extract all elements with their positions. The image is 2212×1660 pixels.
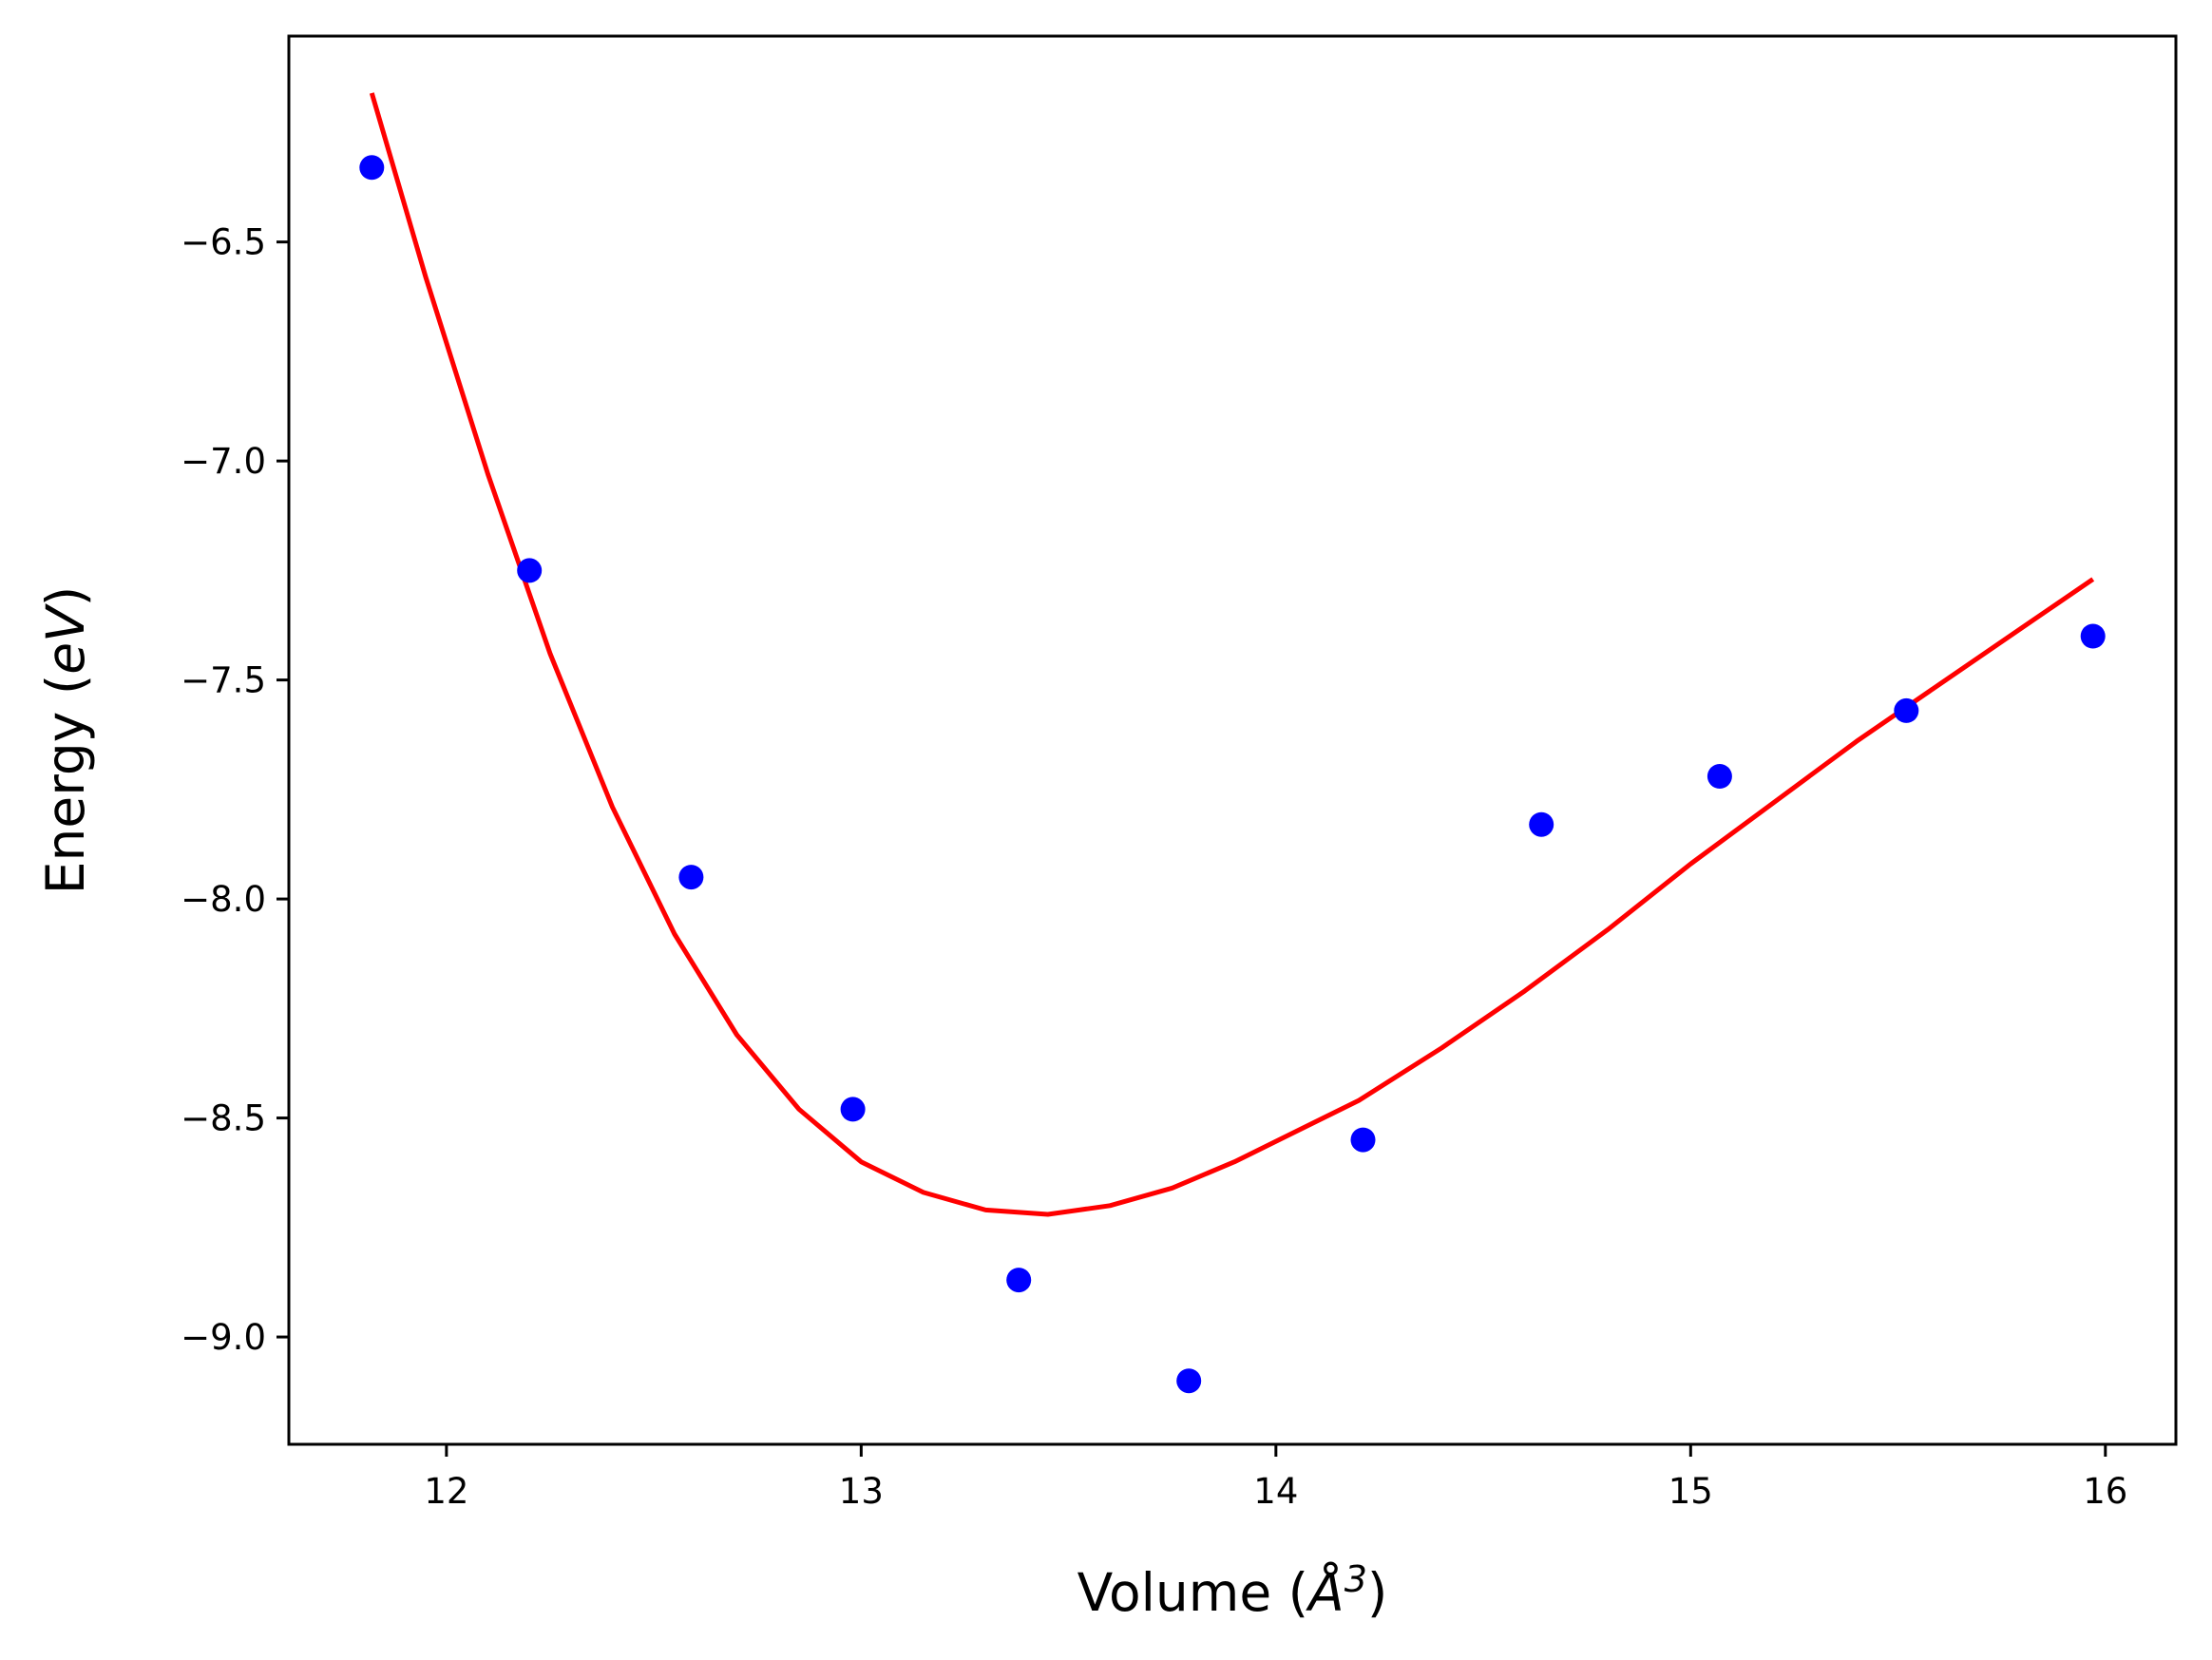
data-point [678, 865, 704, 890]
data-point [1529, 811, 1554, 837]
x-axis: 12 13 14 15 16 [424, 1444, 2127, 1512]
y-axis: −6.5 −7.0 −7.5 −8.0 −8.5 −9.0 [181, 222, 289, 1358]
data-point [359, 155, 385, 181]
data-point [1894, 697, 1919, 723]
data-point [517, 558, 543, 583]
y-tick-label: −6.5 [181, 222, 266, 263]
data-point [2080, 623, 2106, 649]
x-axis-label: Volume (Å3) [1077, 1558, 1388, 1623]
y-tick-label: −8.0 [181, 879, 266, 920]
y-axis-label: Energy (eV) [35, 586, 96, 894]
data-point [1707, 764, 1732, 789]
x-tick-label: 16 [2083, 1471, 2127, 1512]
x-tick-label: 12 [424, 1471, 468, 1512]
x-tick-label: 14 [1253, 1471, 1298, 1512]
axes-frame [287, 34, 2178, 1446]
y-tick-label: −8.5 [181, 1098, 266, 1139]
y-tick-label: −7.5 [181, 660, 266, 701]
data-point [1350, 1127, 1376, 1153]
data-point [840, 1097, 866, 1122]
x-tick-label: 13 [839, 1471, 884, 1512]
plot-area [359, 92, 2106, 1394]
x-tick-label: 15 [1669, 1471, 1713, 1512]
data-point [1006, 1268, 1032, 1293]
fit-curve-line [369, 92, 2095, 1217]
y-tick-label: −7.0 [181, 441, 266, 482]
data-point [1176, 1368, 1202, 1394]
y-tick-label: −9.0 [181, 1317, 266, 1358]
